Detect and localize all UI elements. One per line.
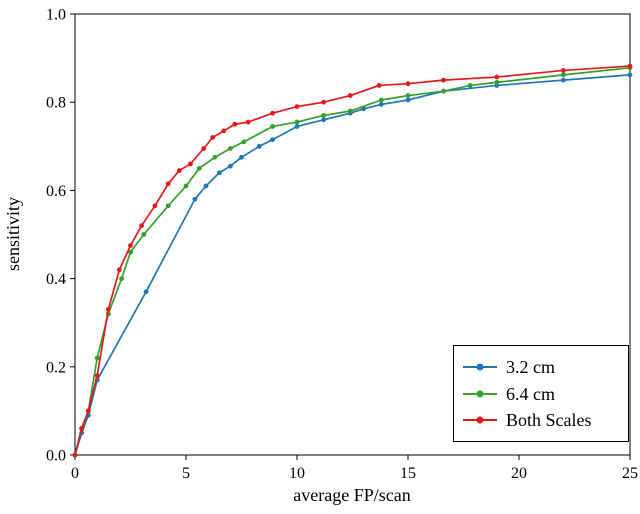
- series-marker: [239, 154, 244, 160]
- legend-marker-dot: [476, 390, 484, 397]
- series-marker: [183, 183, 189, 189]
- series-line-3.2-cm: [74, 74, 631, 456]
- series-marker: [201, 146, 207, 151]
- series-marker: [294, 124, 300, 129]
- series-marker: [192, 196, 198, 202]
- series-marker: [561, 77, 566, 83]
- x-tick-label: 20: [511, 465, 527, 482]
- legend-marker-dot: [476, 416, 484, 424]
- series-marker: [228, 163, 233, 169]
- series-marker: [94, 373, 100, 379]
- series-marker: [152, 203, 158, 209]
- series-marker: [467, 83, 473, 88]
- legend-label: Both Scales: [506, 410, 592, 431]
- series-marker: [405, 93, 411, 98]
- series-marker: [221, 128, 227, 134]
- series-marker: [165, 203, 171, 209]
- legend-entry-6-4-cm: 6.4 cm: [463, 385, 624, 403]
- series-marker: [188, 161, 193, 167]
- series-marker: [79, 426, 85, 431]
- series-marker: [321, 113, 327, 118]
- series-marker: [94, 355, 100, 361]
- series-marker: [627, 63, 633, 69]
- series-marker: [119, 276, 125, 281]
- series-marker: [128, 249, 133, 255]
- series-marker: [256, 143, 262, 149]
- series-marker: [105, 307, 111, 312]
- series-marker: [85, 408, 91, 414]
- series-marker: [441, 77, 446, 83]
- series-marker: [347, 93, 353, 98]
- series-marker: [270, 110, 275, 116]
- legend-line-sample: [463, 390, 497, 397]
- legend-entry-3-2-cm: 3.2 cm: [463, 358, 624, 376]
- plot-dynamic-layer: 0 5 10 15 20 25 0.0 0.2 0.4 0.6 0.8 1.0: [46, 7, 638, 483]
- y-axis-label: sensitivity: [3, 197, 23, 271]
- series-marker: [216, 170, 222, 176]
- y-tick-label: 0.0: [46, 448, 66, 465]
- plot-frame: [74, 13, 631, 456]
- y-tick-label: 0.4: [46, 271, 66, 288]
- series-marker: [72, 452, 78, 458]
- series-marker: [561, 72, 566, 78]
- series-marker: [210, 135, 216, 140]
- series-marker: [441, 88, 446, 94]
- chart-legend: 3.2 cm 6.4 cm Both Scales: [453, 345, 629, 442]
- series-marker: [270, 124, 275, 129]
- legend-line-sample: [463, 363, 497, 371]
- series-marker: [117, 267, 122, 273]
- legend-entry-both-scales: Both Scales: [463, 411, 624, 429]
- series-marker: [270, 137, 275, 143]
- legend-line-sample: [463, 416, 497, 424]
- y-tick-label: 1.0: [46, 7, 66, 24]
- series-marker: [165, 181, 171, 187]
- series-marker: [212, 154, 218, 160]
- series-marker: [378, 102, 384, 107]
- x-tick-label: 10: [289, 465, 305, 482]
- legend-label: 6.4 cm: [506, 383, 555, 404]
- series-marker: [245, 119, 251, 125]
- series-marker: [139, 223, 145, 229]
- series-marker: [321, 117, 327, 123]
- x-tick-label: 15: [400, 465, 416, 482]
- series-marker: [405, 81, 411, 87]
- x-tick-label: 25: [622, 465, 638, 482]
- y-tick-label: 0.2: [46, 359, 66, 376]
- series-marker: [494, 79, 500, 85]
- y-tick-label: 0.8: [46, 95, 66, 112]
- series-marker: [321, 99, 327, 105]
- series-marker: [228, 146, 233, 151]
- series-marker: [294, 104, 300, 110]
- series-marker: [347, 108, 353, 114]
- series-marker: [143, 289, 149, 295]
- legend-marker-dot: [476, 363, 484, 371]
- x-tick-label: 5: [182, 465, 190, 482]
- series-marker: [378, 97, 384, 103]
- series-marker: [141, 232, 147, 237]
- legend-label: 3.2 cm: [506, 356, 555, 377]
- series-marker: [196, 165, 202, 171]
- series-marker: [376, 83, 382, 88]
- series-marker: [203, 183, 209, 189]
- series-marker: [405, 97, 411, 103]
- series-marker: [232, 121, 238, 127]
- series-marker: [176, 168, 182, 173]
- x-tick-label: 0: [71, 465, 79, 482]
- series-marker: [241, 139, 247, 145]
- series-marker: [494, 74, 500, 80]
- series-marker: [128, 243, 133, 248]
- series-marker: [294, 119, 300, 125]
- y-tick-label: 0.6: [46, 183, 66, 200]
- series-marker: [627, 72, 633, 78]
- x-axis-label: average FP/scan: [293, 485, 410, 505]
- series-marker: [561, 68, 566, 73]
